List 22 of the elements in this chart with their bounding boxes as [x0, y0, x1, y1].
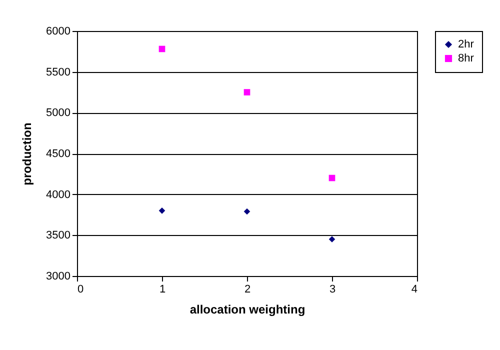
point — [158, 208, 166, 214]
point — [328, 236, 336, 242]
x-tick-label: 1 — [159, 284, 166, 296]
point — [244, 208, 250, 215]
y-tick-label: 4000 — [46, 188, 70, 201]
y-tick-label: 3500 — [46, 230, 70, 242]
x-axis-title: allocation weighting — [190, 302, 306, 316]
point — [328, 174, 336, 182]
y-tick-label: 5500 — [46, 66, 70, 78]
y-tick-label: 4500 — [46, 148, 70, 160]
x-tick-label: 4 — [411, 284, 418, 296]
y-tick-label: 3000 — [46, 270, 70, 282]
legend-label: 2hr — [458, 38, 474, 50]
x-tick-label: 0 — [78, 284, 84, 296]
x-tick-label: 3 — [329, 284, 336, 296]
point — [244, 89, 250, 96]
x-tick-label: 2 — [244, 284, 251, 296]
legend-label: 8hr — [458, 52, 474, 64]
y-tick-label: 6000 — [46, 26, 70, 38]
y-tick-label: 5000 — [46, 107, 70, 120]
y-axis-title: production — [20, 122, 34, 186]
point — [158, 46, 166, 52]
